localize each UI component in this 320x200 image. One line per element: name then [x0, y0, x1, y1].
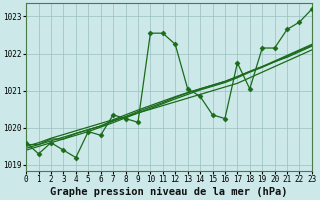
X-axis label: Graphe pression niveau de la mer (hPa): Graphe pression niveau de la mer (hPa)	[50, 186, 288, 197]
